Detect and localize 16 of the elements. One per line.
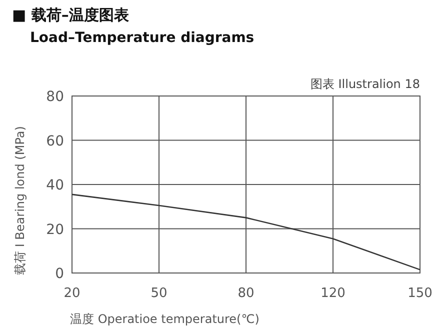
y-tick-label: 40 [46, 178, 64, 194]
x-tick-label: 150 [408, 286, 432, 301]
x-tick-label: 50 [150, 286, 168, 301]
x-tick-label: 120 [320, 286, 346, 301]
text: 图表 Illustralion 18 [310, 77, 420, 91]
y-axis-title: 载荷 I Bearing lond (MPa) [13, 126, 27, 275]
chart-subtitle: Load–Temperature diagrams [30, 30, 254, 46]
chart-title: ■ 载荷–温度图表 [12, 6, 130, 24]
x-tick-label: 80 [238, 286, 254, 301]
x-tick-label: 20 [64, 286, 80, 301]
y-tick-label: 60 [46, 133, 64, 150]
x-axis-title: 温度 Operatioe temperature(℃) [70, 312, 260, 326]
y-tick-label: 0 [55, 266, 64, 282]
y-tick-label: 80 [46, 89, 64, 105]
y-tick-label: 20 [46, 222, 64, 238]
line-series [71, 194, 421, 270]
